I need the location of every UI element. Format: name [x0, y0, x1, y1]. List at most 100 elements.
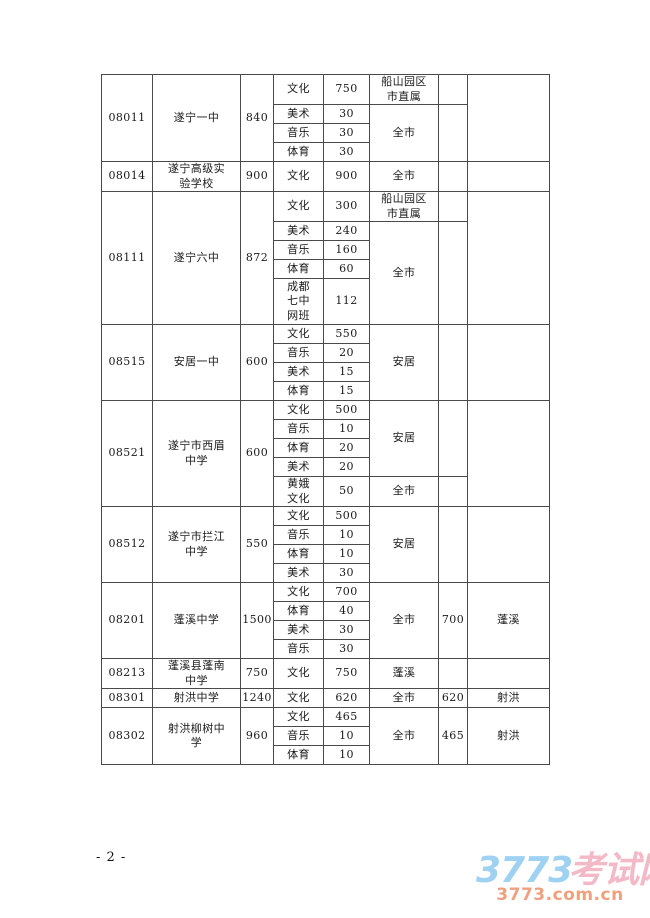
cell-program-name: 文化	[273, 191, 324, 222]
cell-program-count: 700	[323, 582, 370, 602]
cell-school-name: 安居一中	[152, 324, 241, 401]
cell-program-name: 音乐	[273, 726, 324, 746]
cell-program-count: 20	[323, 457, 370, 477]
table-row: 音乐 160	[102, 240, 550, 260]
cell-school-name: 射洪中学	[152, 688, 241, 708]
cell-program-count: 10	[323, 544, 370, 564]
cell-extra-area: 射洪	[467, 688, 550, 708]
cell-total-plan: 900	[240, 161, 274, 192]
site-watermark: 3773考试网 3773.com.cn	[476, 850, 650, 905]
watermark-digits: 3773	[476, 850, 573, 891]
cell-program-name: 文化	[273, 324, 324, 344]
cell-program-count: 60	[323, 259, 370, 279]
cell-program-count: 465	[323, 707, 370, 727]
cell-enrollment-area: 船山园区 市直属	[369, 191, 439, 222]
cell-school-code: 08201	[101, 582, 153, 659]
table-row: 08302 射洪柳树中学 960 文化 465 全市 465 射洪	[101, 707, 550, 765]
cell-extra-number	[438, 324, 468, 401]
cell-program-count: 30	[323, 142, 370, 162]
table-row: 体育 10	[102, 745, 550, 765]
cell-extra-number	[438, 74, 468, 105]
cell-extra-number	[438, 658, 468, 689]
table-row: 08111 遂宁六中 872 文化 300 船山园区 市直属	[101, 191, 550, 325]
cell-school-name: 遂宁高级实 验学校	[152, 161, 241, 192]
cell-program-count: 10	[323, 419, 370, 439]
table-row: 体育 30	[102, 142, 550, 162]
table-row: 08011 遂宁一中 840 文化 750 船山园区 市直属	[101, 74, 550, 162]
cell-enrollment-area: 安居	[369, 400, 439, 477]
cell-program-count: 240	[323, 221, 370, 241]
cell-enrollment-area: 全市	[369, 221, 439, 325]
cell-program-name: 音乐	[273, 240, 324, 260]
cell-program-name: 体育	[273, 745, 324, 765]
cell-program-count: 112	[323, 278, 370, 325]
cell-school-name: 蓬溪中学	[152, 582, 241, 659]
cell-program-name: 体育	[273, 381, 324, 401]
cell-program-count: 15	[323, 362, 370, 382]
cell-program-name: 体育	[273, 438, 324, 458]
cell-extra-area	[467, 400, 550, 507]
table-row: 美术 30 全市	[102, 104, 550, 162]
cell-extra-number	[438, 506, 468, 583]
table-row: 08213 蓬溪县蓬南 中学 750 文化 750 蓬溪	[101, 658, 550, 689]
cell-program-name: 美术	[273, 362, 324, 382]
cell-program-name: 音乐	[273, 343, 324, 363]
table-row: 音乐 30	[102, 123, 550, 143]
page-number: - 2 -	[96, 850, 127, 865]
table-row: 音乐 10	[102, 419, 550, 439]
cell-program-name: 文化	[273, 582, 324, 602]
cell-extra-number	[438, 400, 468, 477]
cell-program-name: 文化	[273, 506, 324, 526]
cell-enrollment-area: 安居	[369, 324, 439, 401]
cell-extra-area	[467, 658, 550, 689]
cell-program-name: 体育	[273, 142, 324, 162]
cell-school-name: 遂宁市西眉 中学	[152, 400, 241, 507]
cell-program-count: 30	[323, 104, 370, 124]
cell-school-code: 08301	[101, 688, 153, 708]
cell-program-count: 30	[323, 563, 370, 583]
cell-program-name: 文化	[273, 161, 324, 192]
cell-extra-area	[467, 74, 550, 162]
cell-program-count: 10	[323, 745, 370, 765]
cell-school-name: 遂宁一中	[152, 74, 241, 162]
cell-program-count: 30	[323, 639, 370, 659]
cell-school-code: 08011	[101, 74, 153, 162]
cell-extra-area: 蓬溪	[467, 582, 550, 659]
cell-extra-number	[438, 191, 468, 222]
cell-enrollment-area: 安居	[369, 506, 439, 583]
cell-school-code: 08213	[101, 658, 153, 689]
cell-enrollment-area: 全市	[369, 161, 439, 192]
table-row: 08512 遂宁市拦江 中学 550 文化 500 安居	[101, 506, 550, 583]
cell-extra-number	[438, 161, 468, 192]
cell-program-name: 文化	[273, 74, 324, 105]
cell-enrollment-area: 全市	[369, 688, 439, 708]
cell-total-plan: 550	[240, 506, 274, 583]
cell-extra-area	[467, 506, 550, 583]
watermark-brand-cn: 考试网	[568, 850, 650, 891]
cell-program-name: 音乐	[273, 639, 324, 659]
cell-school-code: 08302	[101, 707, 153, 765]
cell-school-code: 08014	[101, 161, 153, 192]
cell-extra-number	[438, 476, 468, 507]
cell-extra-area: 射洪	[467, 707, 550, 765]
cell-program-count: 500	[323, 506, 370, 526]
cell-program-count: 750	[323, 74, 370, 105]
cell-enrollment-area: 全市	[369, 104, 439, 162]
cell-program-name: 音乐	[273, 123, 324, 143]
cell-total-plan: 600	[240, 400, 274, 507]
cell-program-name: 文化	[273, 688, 324, 708]
table-row: 美术 20	[102, 457, 550, 477]
table-row: 08301 射洪中学 1240 文化 620 全市 620 射洪	[101, 688, 550, 708]
cell-program-name: 体育	[273, 259, 324, 279]
table-row: 08201 蓬溪中学 1500 文化 700 全市 700 蓬溪	[101, 582, 550, 659]
cell-program-count: 620	[323, 688, 370, 708]
table-row: 音乐 10	[102, 726, 550, 746]
cell-program-name: 美术	[273, 221, 324, 241]
table-row: 08014 遂宁高级实 验学校 900 文化 900 全市	[101, 161, 550, 192]
cell-program-name: 黄娥 文化	[273, 476, 324, 507]
cell-program-name: 音乐	[273, 419, 324, 439]
cell-program-count: 500	[323, 400, 370, 420]
cell-program-name: 美术	[273, 457, 324, 477]
watermark-brand: 3773考试网	[476, 850, 650, 891]
